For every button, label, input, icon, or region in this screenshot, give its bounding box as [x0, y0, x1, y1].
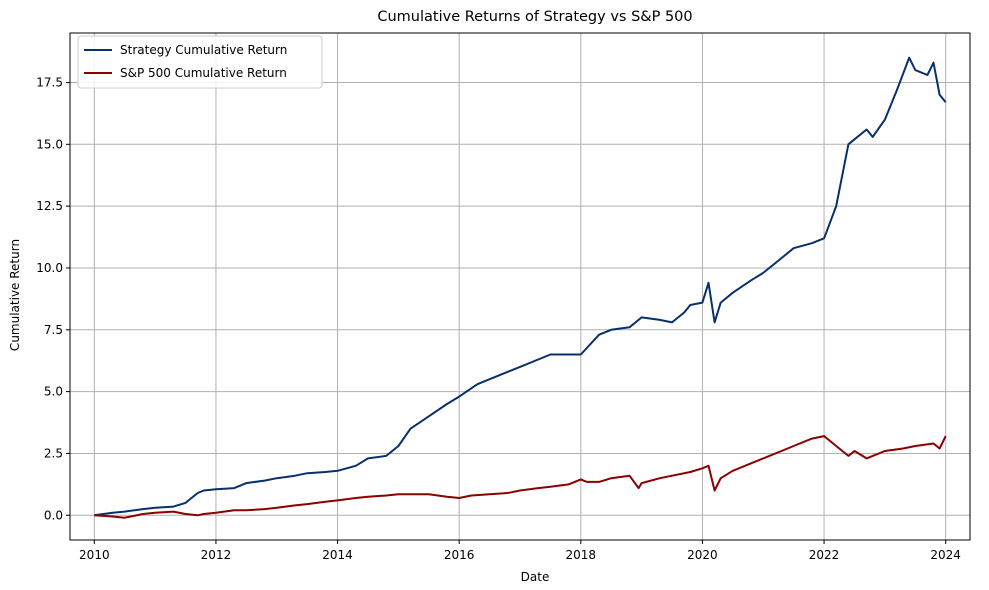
- y-tick-label: 15.0: [36, 137, 63, 151]
- x-axis-ticks: 2010 2012 2014 2016 2018 2020 2022 2024: [79, 540, 961, 562]
- y-tick-label: 17.5: [36, 75, 63, 89]
- y-tick-label: 7.5: [44, 323, 63, 337]
- legend-label-strategy: Strategy Cumulative Return: [120, 43, 287, 57]
- legend: Strategy Cumulative Return S&P 500 Cumul…: [77, 35, 323, 89]
- series-line-strategy: [94, 56, 947, 517]
- y-tick-label: 10.0: [36, 261, 63, 275]
- legend-label-sp500: S&P 500 Cumulative Return: [120, 66, 287, 80]
- chart-title: Cumulative Returns of Strategy vs S&P 50…: [377, 9, 692, 25]
- plot-lines: [94, 56, 947, 519]
- y-axis-title: Cumulative Return: [8, 239, 22, 351]
- plot-area-frame: [69, 32, 971, 541]
- x-tick-label: 2018: [566, 548, 597, 562]
- grid: [70, 33, 970, 540]
- x-axis-title: Date: [521, 570, 550, 584]
- x-tick-label: 2020: [687, 548, 718, 562]
- y-tick-label: 5.0: [44, 385, 63, 399]
- x-tick-label: 2022: [809, 548, 840, 562]
- y-axis-ticks: 0.0 2.5 5.0 7.5 10.0 12.5 15.0 17.5: [36, 75, 70, 522]
- x-tick-label: 2012: [201, 548, 232, 562]
- y-tick-label: 2.5: [44, 446, 63, 460]
- y-tick-label: 12.5: [36, 199, 63, 213]
- x-tick-label: 2024: [930, 548, 961, 562]
- y-tick-label: 0.0: [44, 508, 63, 522]
- x-tick-label: 2014: [322, 548, 353, 562]
- x-tick-label: 2016: [444, 548, 475, 562]
- series-line-sp500: [94, 435, 947, 519]
- legend-box: [77, 35, 323, 89]
- x-tick-label: 2010: [79, 548, 110, 562]
